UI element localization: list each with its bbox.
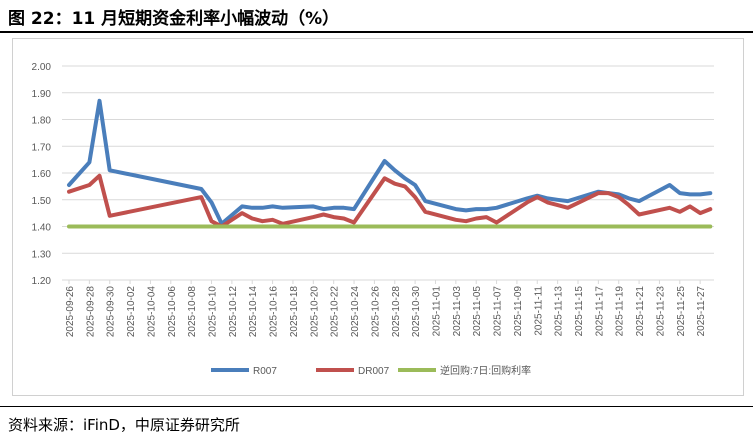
x-tick-label: 2025-10-28 — [391, 286, 402, 338]
x-tick-label: 2025-09-30 — [106, 286, 117, 338]
x-tick-label: 2025-10-04 — [146, 286, 157, 338]
figure-title: 图 22：11 月短期资金利率小幅波动（%） — [8, 9, 340, 29]
y-tick-label: 1.30 — [32, 249, 52, 260]
x-tick-label: 2025-11-27 — [696, 286, 707, 337]
y-tick-label: 1.60 — [32, 169, 52, 180]
x-tick-label: 2025-11-19 — [615, 286, 626, 337]
series-line-R007 — [67, 98, 713, 226]
x-tick-label: 2025-10-08 — [187, 286, 198, 338]
legend-label: 逆回购:7日:回购利率 — [440, 364, 531, 377]
x-tick-label: 2025-10-12 — [228, 286, 239, 338]
x-tick-label: 2025-10-18 — [289, 286, 300, 338]
source-note: 资料来源：iFinD，中原证券研究所 — [8, 416, 240, 434]
x-tick-label: 2025-10-16 — [269, 286, 280, 338]
legend-label: R007 — [253, 366, 277, 377]
x-tick-label: 2025-10-22 — [330, 286, 341, 338]
y-tick-label: 1.40 — [32, 223, 52, 234]
x-tick-label: 2025-11-01 — [431, 286, 442, 337]
x-tick-label: 2025-10-06 — [167, 286, 178, 338]
x-tick-label: 2025-10-30 — [411, 286, 422, 338]
x-tick-label: 2025-10-10 — [208, 286, 219, 338]
y-tick-label: 2.00 — [32, 62, 52, 73]
x-tick-label: 2025-10-02 — [126, 286, 137, 338]
y-tick-label: 1.20 — [32, 276, 52, 287]
x-tick-label: 2025-09-26 — [65, 286, 76, 338]
x-tick-label: 2025-10-20 — [309, 286, 320, 338]
y-tick-label: 1.50 — [32, 196, 52, 207]
x-tick-label: 2025-11-23 — [655, 286, 666, 337]
x-tick-label: 2025-11-13 — [554, 286, 565, 337]
source-divider — [0, 406, 753, 407]
x-tick-label: 2025-11-21 — [635, 286, 646, 337]
x-tick-label: 2025-11-05 — [472, 286, 483, 337]
x-tick-label: 2025-10-14 — [248, 286, 259, 338]
title-divider — [0, 31, 753, 33]
y-tick-label: 1.80 — [32, 116, 52, 127]
x-tick-label: 2025-11-17 — [594, 286, 605, 337]
x-tick-label: 2025-11-15 — [574, 286, 585, 337]
y-tick-label: 1.90 — [32, 89, 52, 100]
y-tick-label: 1.70 — [32, 142, 52, 153]
x-tick-label: 2025-11-07 — [493, 286, 504, 337]
x-tick-label: 2025-09-28 — [85, 286, 96, 338]
x-tick-label: 2025-11-25 — [676, 286, 687, 337]
x-tick-label: 2025-11-03 — [452, 286, 463, 337]
x-tick-label: 2025-11-11 — [533, 286, 544, 336]
chart-frame — [12, 38, 744, 396]
x-tick-label: 2025-10-24 — [350, 286, 361, 338]
x-tick-label: 2025-11-09 — [513, 286, 524, 337]
series-line-DR007 — [67, 173, 713, 229]
x-tick-label: 2025-10-26 — [370, 286, 381, 338]
legend-label: DR007 — [358, 366, 390, 377]
